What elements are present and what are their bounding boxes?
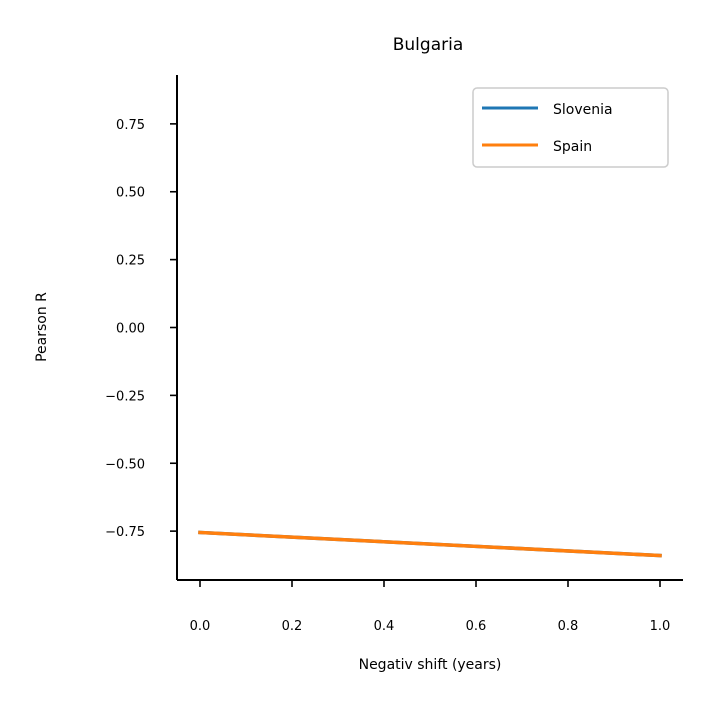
y-axis-label: Pearson R [34, 292, 50, 362]
legend-label-slovenia: Slovenia [553, 102, 613, 118]
y-tick-label: 0.75 [116, 118, 145, 133]
legend: Slovenia Spain [472, 87, 669, 168]
x-tick-label: 0.0 [190, 619, 211, 634]
x-tick-label: 0.4 [374, 619, 395, 634]
y-tick-label: 0.25 [116, 254, 145, 269]
x-tick-label: 0.8 [558, 619, 579, 634]
legend-label-spain: Spain [553, 139, 592, 155]
x-tick-label: 1.0 [650, 619, 671, 634]
x-tick-label: 0.2 [282, 619, 303, 634]
x-ticks: 0.0 0.2 0.4 0.6 0.8 1.0 [190, 580, 671, 634]
x-tick-label: 0.6 [466, 619, 487, 634]
y-tick-label: 0.00 [116, 322, 145, 337]
x-axis-label: Negativ shift (years) [359, 657, 502, 673]
series-layer [198, 530, 662, 558]
y-tick-label: −0.25 [105, 389, 145, 404]
y-ticks: 0.75 0.50 0.25 0.00 −0.25 −0.50 −0.75 [105, 118, 177, 540]
legend-box [472, 87, 669, 168]
y-tick-label: −0.75 [105, 525, 145, 540]
y-tick-label: 0.50 [116, 186, 145, 201]
series-line-spain [198, 530, 662, 558]
y-tick-label: −0.50 [105, 457, 145, 472]
chart-title: Bulgaria [393, 35, 464, 55]
